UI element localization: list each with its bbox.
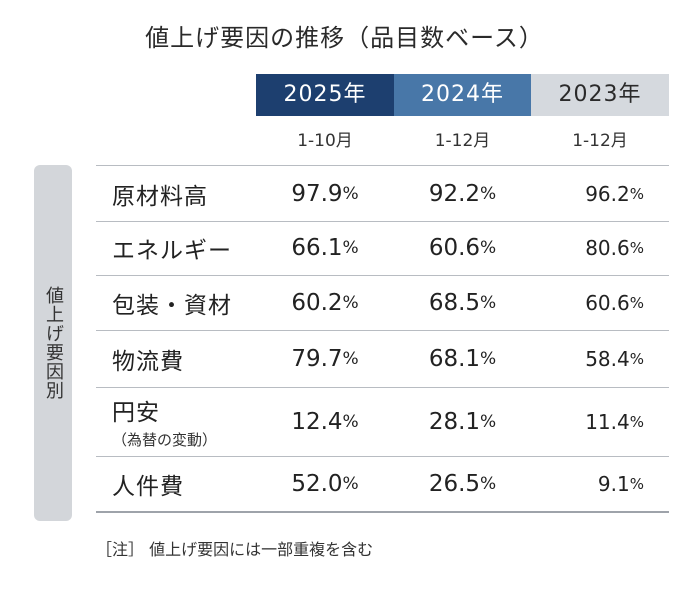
value-unit: %	[342, 183, 359, 204]
value-cell: 26.5%	[394, 456, 531, 511]
value-cell: 60.6%	[394, 220, 531, 275]
value-number: 68.1	[428, 345, 481, 372]
period-label-2023: 1-12月	[572, 131, 628, 151]
value-number: 52.0	[291, 470, 343, 497]
value-unit: %	[342, 348, 359, 369]
value-cell: 12.4%	[256, 387, 394, 456]
value-cell: 52.0%	[256, 456, 394, 511]
table-row: エネルギー 66.1% 60.6% 80.6%	[96, 220, 669, 276]
value-number: 79.7	[291, 345, 343, 372]
value-number: 11.4	[585, 409, 630, 434]
value-unit: %	[342, 411, 359, 432]
value-number: 60.2	[291, 289, 343, 316]
value-unit: %	[629, 184, 644, 203]
factor-label: 円安	[112, 400, 160, 426]
period-label-2025: 1-10月	[297, 131, 353, 151]
table-row: 原材料高 97.9% 92.2% 96.2%	[96, 165, 669, 222]
factor-label: 包装・資材	[112, 292, 232, 319]
table-row: 包装・資材 60.2% 68.5% 60.6%	[96, 275, 669, 331]
footnote: ［注］ 値上げ要因には一部重複を含む	[96, 540, 374, 559]
value-number: 9.1	[597, 471, 630, 496]
value-cell: 92.2%	[394, 166, 531, 221]
value-unit: %	[342, 292, 359, 313]
value-unit: %	[480, 411, 497, 432]
value-unit: %	[629, 238, 644, 257]
value-unit: %	[629, 293, 644, 312]
value-cell: 60.6%	[531, 275, 644, 330]
factor-label: 人件費	[112, 473, 184, 500]
value-number: 92.2	[428, 180, 481, 207]
value-cell: 79.7%	[256, 330, 394, 387]
value-cell: 11.4%	[531, 387, 644, 456]
factor-sublabel: （為替の変動）	[112, 431, 218, 449]
table-row: 人件費 52.0% 26.5% 9.1%	[96, 456, 669, 513]
factor-label: エネルギー	[112, 237, 232, 264]
value-number: 66.1	[291, 234, 343, 261]
factor-cell: 物流費	[112, 330, 184, 387]
value-unit: %	[629, 349, 644, 368]
value-number: 68.5	[428, 289, 481, 316]
value-cell: 60.2%	[256, 275, 394, 330]
value-number: 60.6	[428, 234, 481, 261]
table-row: 物流費 79.7% 68.1% 58.4%	[96, 330, 669, 388]
row-group-label: 値上げ要因別	[43, 286, 64, 400]
value-cell: 66.1%	[256, 220, 394, 275]
row-group-sidebar: 値上げ要因別	[34, 165, 72, 521]
column-header-2023: 2023年	[531, 74, 669, 116]
factor-cell: 原材料高	[112, 166, 208, 221]
value-unit: %	[480, 292, 497, 313]
value-number: 97.9	[291, 180, 343, 207]
value-unit: %	[342, 473, 359, 494]
value-number: 58.4	[585, 346, 630, 371]
value-cell: 68.5%	[394, 275, 531, 330]
value-number: 80.6	[585, 235, 630, 260]
value-unit: %	[480, 237, 497, 258]
value-number: 26.5	[428, 470, 481, 497]
table-row: 円安 （為替の変動） 12.4% 28.1% 11.4%	[96, 387, 669, 457]
value-cell: 58.4%	[531, 330, 644, 387]
factor-label: 物流費	[112, 348, 184, 375]
column-header-2025: 2025年	[256, 74, 394, 116]
value-cell: 28.1%	[394, 387, 531, 456]
column-header-2024: 2024年	[394, 74, 531, 116]
value-cell: 68.1%	[394, 330, 531, 387]
period-label-2024: 1-12月	[434, 131, 491, 151]
value-number: 96.2	[585, 181, 630, 206]
value-number: 60.6	[585, 290, 630, 315]
factor-cell: 包装・資材	[112, 275, 232, 330]
value-unit: %	[629, 474, 644, 493]
factor-label: 原材料高	[112, 183, 208, 210]
value-cell: 80.6%	[531, 220, 644, 275]
factor-cell: 人件費	[112, 456, 184, 511]
value-unit: %	[480, 183, 497, 204]
chart-title: 値上げ要因の推移（品目数ベース）	[145, 24, 544, 52]
factor-cell: 円安 （為替の変動）	[112, 387, 217, 456]
value-unit: %	[342, 237, 359, 258]
value-cell: 96.2%	[531, 166, 644, 221]
factor-cell: エネルギー	[112, 220, 232, 275]
value-cell: 97.9%	[256, 166, 394, 221]
value-unit: %	[629, 412, 644, 431]
value-cell: 9.1%	[531, 456, 644, 511]
value-unit: %	[480, 348, 497, 369]
value-number: 12.4	[291, 408, 343, 435]
value-number: 28.1	[428, 408, 481, 435]
value-unit: %	[480, 473, 497, 494]
